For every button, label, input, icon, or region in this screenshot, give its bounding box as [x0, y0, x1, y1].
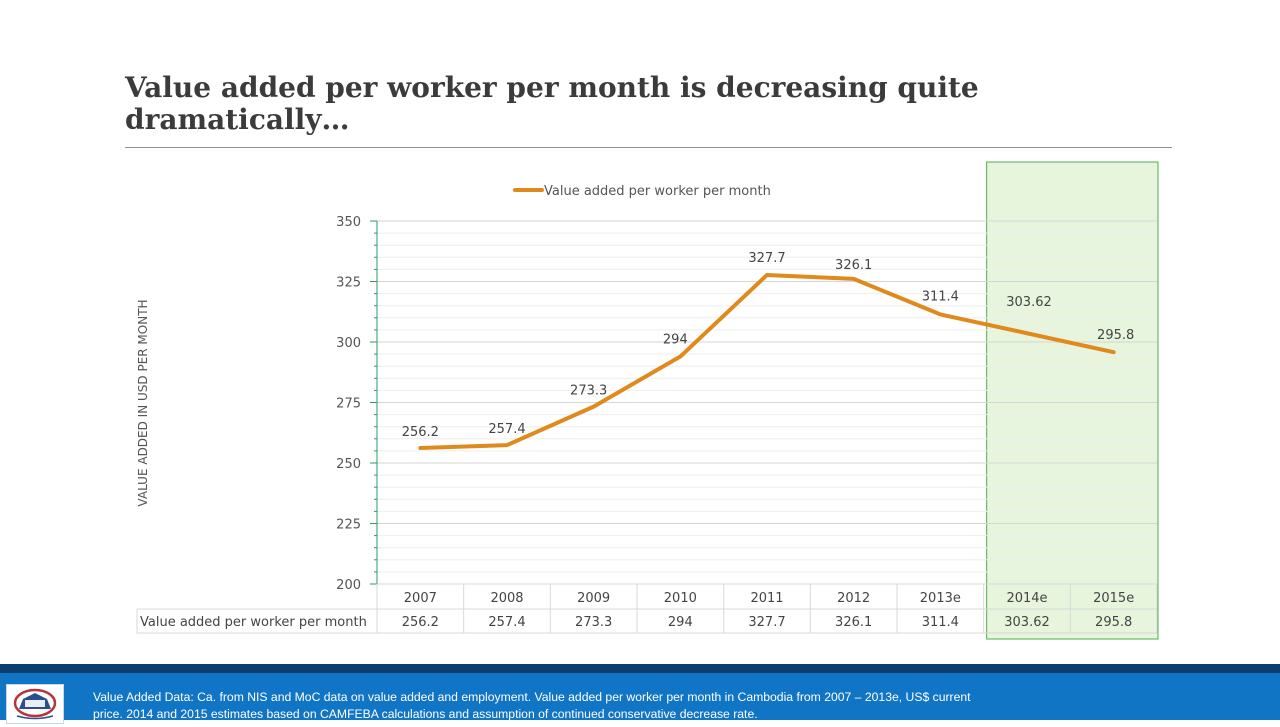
data-label: 295.8 [1097, 328, 1134, 343]
y-tick-label: 325 [336, 276, 361, 291]
data-label: 303.62 [1006, 295, 1052, 310]
data-label: 273.3 [570, 384, 607, 399]
table-value-cell: 295.8 [1095, 615, 1132, 630]
x-category-label: 2015e [1093, 591, 1134, 606]
footer-bar: Value Added Data: Ca. from NIS and MoC d… [0, 664, 1280, 724]
source-footnote: Value Added Data: Ca. from NIS and MoC d… [93, 690, 971, 721]
x-category-label: 2013e [920, 591, 961, 606]
table-value-cell: 327.7 [748, 615, 785, 630]
y-tick-label: 350 [336, 215, 361, 230]
legend: Value added per worker per month [513, 184, 771, 199]
x-category-label: 2010 [664, 591, 697, 606]
table-value-cell: 311.4 [922, 615, 959, 630]
y-tick-label: 225 [336, 518, 361, 533]
table-value-cell: 257.4 [488, 615, 525, 630]
data-label: 326.1 [835, 258, 872, 273]
y-tick-label: 300 [336, 336, 361, 351]
x-category-label: 2012 [837, 591, 870, 606]
gridlines [377, 220, 1157, 585]
table-value-cell: 303.62 [1004, 615, 1050, 630]
table-row-header: Value added per worker per month [140, 615, 367, 630]
y-axis-label: VALUE ADDED IN USD PER MONTH [136, 299, 150, 506]
slide-title: Value added per worker per month is decr… [125, 71, 979, 136]
x-category-label: 2014e [1006, 591, 1047, 606]
logo-emblem-icon [13, 688, 57, 720]
series-layer [418, 272, 1116, 450]
table-value-cell: 294 [668, 615, 693, 630]
table-value-cell: 273.3 [575, 615, 612, 630]
y-tick-label: 200 [336, 578, 361, 593]
data-label: 294 [663, 333, 688, 348]
data-label: 311.4 [922, 289, 959, 304]
data-label: 257.4 [488, 422, 525, 437]
table-value-cell: 256.2 [402, 615, 439, 630]
table-value-cell: 326.1 [835, 615, 872, 630]
x-category-label: 2011 [750, 591, 783, 606]
y-tick-label: 250 [336, 457, 361, 472]
y-axis: 200 225 250 275 300 325 350 [336, 215, 378, 593]
x-category-label: 2007 [404, 591, 437, 606]
legend-entry: Value added per worker per month [544, 184, 771, 199]
data-label: 256.2 [402, 425, 439, 440]
x-category-label: 2008 [490, 591, 523, 606]
x-category-label: 2009 [577, 591, 610, 606]
data-labels: 256.2 257.4 273.3 294 327.7 326.1 311.4 303.62 2… [402, 251, 1135, 440]
y-tick-label: 275 [336, 397, 361, 412]
data-label: 327.7 [748, 251, 785, 266]
organization-logo [6, 684, 64, 724]
series-line [418, 272, 1116, 450]
title-divider [125, 147, 1172, 148]
data-table: 2007 2008 2009 2010 2011 2012 2013e 2014e 2015e V… [136, 583, 1158, 634]
